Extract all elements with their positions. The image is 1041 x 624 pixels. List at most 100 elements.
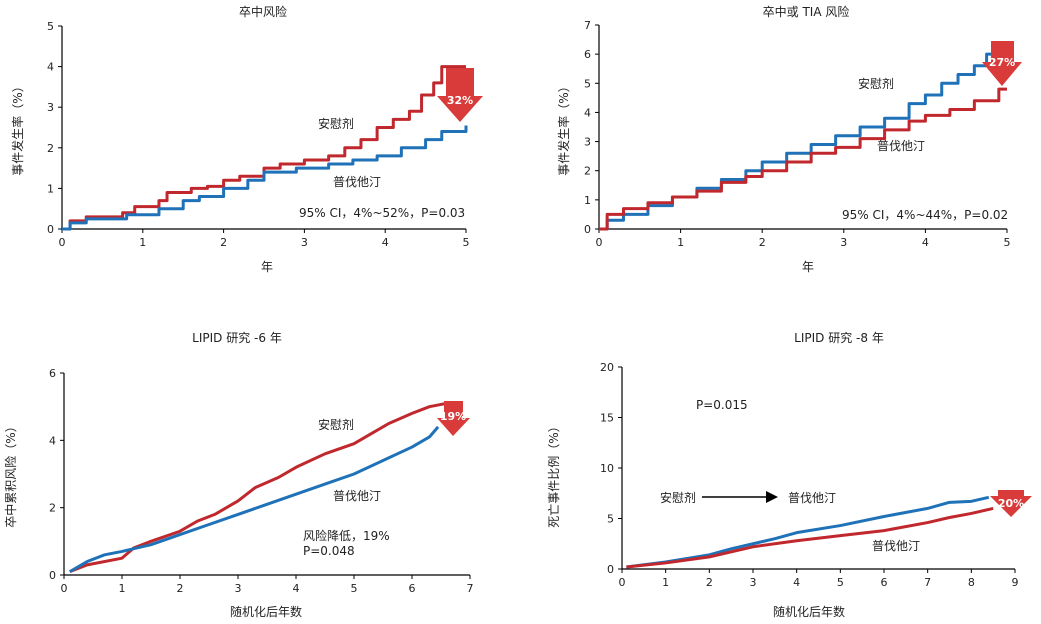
switch-arrow-icon: [702, 491, 778, 503]
x-tick-label: 2: [220, 236, 227, 249]
y-tick-label: 2: [49, 502, 56, 515]
y-tick-label: 5: [584, 77, 591, 90]
y-tick-label: 0: [49, 569, 56, 582]
chart-svg: LIPID 研究 -6 年 卒中累积风险（%） 随机化后年数 0 1 2 3 4 5 6 70…: [3, 330, 474, 619]
series-line-red: [62, 65, 466, 231]
x-tick-label: 2: [759, 236, 766, 249]
badge-label: 27%: [989, 56, 1015, 69]
series-lines: [62, 65, 468, 231]
y-tick-label: 4: [49, 434, 56, 447]
x-tick-label: 5: [351, 582, 358, 595]
y-tick-label: 6: [584, 48, 591, 61]
series-line-blue: [626, 495, 990, 569]
y-tick-label: 1: [47, 182, 54, 195]
stat-annotation: 95% CI，4%~52%，P=0.03: [299, 206, 465, 220]
x-tick-label: 7: [467, 582, 474, 595]
x-tick-label: 2: [706, 576, 713, 589]
y-tick-label: 4: [584, 106, 591, 119]
series-lines: [626, 495, 994, 569]
reduction-badge: 27%: [982, 41, 1022, 86]
series-label-pravastatin: 普伐他汀: [872, 539, 920, 553]
chart-title: 卒中或 TIA 风险: [763, 4, 850, 19]
y-tick-label: 0: [607, 563, 614, 576]
p-value-annotation: P=0.048: [303, 544, 355, 558]
series-label-pravastatin: 普伐他汀: [333, 489, 381, 503]
x-tick-label: 3: [840, 236, 847, 249]
series-label-placebo: 安慰剂: [318, 417, 354, 432]
x-tick-label: 6: [881, 576, 888, 589]
y-axis-title: 事件发生率（%）: [556, 80, 571, 175]
stat-annotation: 95% CI，4%~44%，P=0.02: [842, 208, 1008, 222]
x-tick-label: 2: [177, 582, 184, 595]
chart-svg: 卒中或 TIA 风险 事件发生率（%） 年 0 1 2 3 4 5 0 1 2 3 4 5 6 7 安慰剂…: [556, 4, 1022, 274]
x-tick-label: 6: [409, 582, 416, 595]
y-tick-label: 0: [47, 223, 54, 236]
y-tick-label: 0: [584, 223, 591, 236]
x-tick-label: 3: [750, 576, 757, 589]
chart-panel-lipid-8y: LIPID 研究 -8 年 死亡事件比例（%） 随机化后年数 0 1 2 3 4 5 6 7 8…: [520, 322, 1041, 624]
y-tick-label: 5: [607, 513, 614, 526]
down-arrow-icon: [990, 490, 1032, 517]
axes: 0 1 2 3 4 5 0 1 2 3 4 5: [47, 20, 470, 249]
x-tick-label: 9: [1012, 576, 1019, 589]
x-tick-label: 0: [596, 236, 603, 249]
y-axis-title: 卒中累积风险（%）: [3, 420, 18, 527]
x-tick-label: 8: [968, 576, 975, 589]
x-tick-label: 4: [793, 576, 800, 589]
x-tick-label: 4: [922, 236, 929, 249]
switch-from-label: 安慰剂: [660, 490, 696, 505]
x-tick-label: 0: [61, 582, 68, 595]
series-label-pravastatin: 普伐他汀: [877, 139, 925, 153]
chart-svg: LIPID 研究 -8 年 死亡事件比例（%） 随机化后年数 0 1 2 3 4 5 6 7 8…: [547, 330, 1032, 619]
axes: 0 1 2 3 4 5 6 7 0 2 4 6: [49, 367, 474, 595]
series-line-red: [599, 87, 1007, 231]
x-tick-label: 3: [301, 236, 308, 249]
badge-label: 32%: [447, 94, 473, 107]
x-axis-title: 年: [261, 260, 273, 274]
series-line-red: [626, 506, 994, 569]
x-tick-label: 5: [1004, 236, 1011, 249]
x-tick-label: 7: [924, 576, 931, 589]
y-tick-label: 2: [584, 165, 591, 178]
chart-title: LIPID 研究 -8 年: [794, 330, 884, 345]
axes: 0 1 2 3 4 5 0 1 2 3 4 5 6 7: [584, 19, 1011, 249]
x-tick-label: 4: [382, 236, 389, 249]
x-tick-label: 1: [119, 582, 126, 595]
x-axis-title: 随机化后年数: [230, 604, 302, 619]
series-lines: [599, 40, 1007, 231]
x-axis-title: 年: [802, 260, 814, 274]
x-tick-label: 5: [463, 236, 470, 249]
y-tick-label: 3: [584, 136, 591, 149]
x-axis-title: 随机化后年数: [773, 604, 845, 619]
y-tick-label: 2: [47, 142, 54, 155]
y-tick-label: 15: [600, 412, 614, 425]
chart-panel-stroke-tia-risk: 卒中或 TIA 风险 事件发生率（%） 年 0 1 2 3 4 5 0 1 2 3 4 5 6 7 安慰剂…: [520, 0, 1041, 300]
y-tick-label: 7: [584, 19, 591, 32]
x-tick-label: 4: [293, 582, 300, 595]
y-tick-label: 6: [49, 367, 56, 380]
chart-panel-stroke-risk: 卒中风险 事件发生率（%） 年 0 1 2 3 4 5 0 1 2 3 4 5 安慰剂 普伐他汀 95…: [0, 0, 520, 300]
x-tick-label: 3: [235, 582, 242, 595]
badge-label: 19%: [440, 410, 466, 423]
x-tick-label: 0: [619, 576, 626, 589]
reduction-badge: 32%: [437, 68, 483, 122]
y-tick-label: 5: [47, 20, 54, 33]
down-arrow-icon: [437, 401, 470, 436]
switch-to-label: 普伐他汀: [788, 491, 836, 505]
chart-title: LIPID 研究 -6 年: [192, 330, 282, 345]
series-line-blue: [69, 425, 440, 573]
reduction-badge: 20%: [990, 490, 1032, 517]
badge-label: 20%: [998, 497, 1024, 510]
y-tick-label: 4: [47, 61, 54, 74]
y-tick-label: 20: [600, 361, 614, 374]
reduction-badge: 19%: [437, 401, 470, 436]
down-arrow-icon: [982, 41, 1022, 86]
chart-svg: 卒中风险 事件发生率（%） 年 0 1 2 3 4 5 0 1 2 3 4 5 安慰剂 普伐他汀 95…: [10, 4, 483, 274]
y-axis-title: 死亡事件比例（%）: [547, 420, 561, 527]
x-tick-label: 0: [59, 236, 66, 249]
axes: 0 1 2 3 4 5 6 7 8 9 0 5 10 15 20: [600, 361, 1019, 589]
series-line-red: [69, 401, 448, 574]
y-tick-label: 3: [47, 101, 54, 114]
stat-annotation: 风险降低，19%: [303, 528, 390, 543]
